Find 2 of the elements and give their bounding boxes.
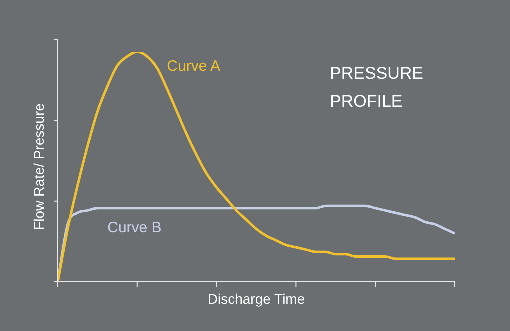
- x-axis-title: Discharge Time: [208, 290, 306, 307]
- y-axis-title: Flow Rate/ Pressure: [30, 103, 47, 230]
